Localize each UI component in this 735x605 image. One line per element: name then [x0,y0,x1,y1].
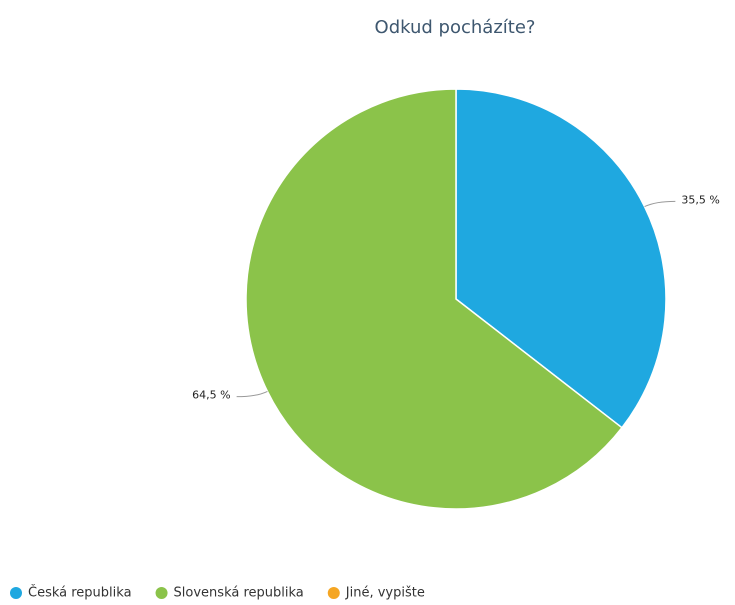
legend-label[interactable]: Slovenská republika [174,586,304,601]
value-label: 64,5 % [192,389,230,402]
chart-title: Odkud pocházíte? [375,17,536,38]
pie-slice [245,88,623,510]
value-label: 35,5 % [681,193,719,206]
legend-marker [10,587,22,599]
legend-marker [327,587,340,599]
legend-label[interactable]: Česká republika [28,585,132,601]
leader-line [236,390,268,398]
pie-slice [455,88,667,429]
leader-line [644,200,676,208]
legend-marker [155,587,168,599]
legend-label[interactable]: Jiné, vypište [345,586,425,601]
